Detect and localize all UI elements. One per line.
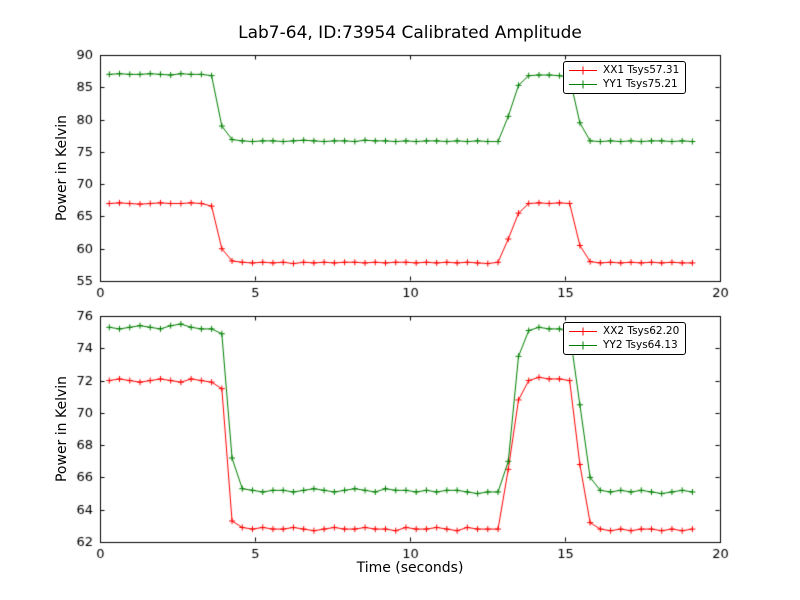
legend-item-yy2: YY2 Tsys64.13 (568, 340, 679, 351)
top-y-axis-label: Power in Kelvin (54, 114, 70, 222)
legend-line-marker-icon (569, 327, 597, 336)
legend-item-xx2: XX2 Tsys62.20 (568, 326, 679, 337)
legend-item-xx1: XX1 Tsys57.31 (568, 65, 679, 76)
legend-line-marker-icon (569, 80, 597, 89)
legend-line-marker-icon (569, 341, 597, 350)
legend-label-xx1: XX1 Tsys57.31 (603, 64, 680, 76)
x-axis-label: Time (seconds) (356, 560, 464, 576)
legend-label-yy2: YY2 Tsys64.13 (603, 339, 678, 351)
legend-bottom: XX2 Tsys62.20 YY2 Tsys64.13 (563, 322, 687, 355)
legend-label-yy1: YY1 Tsys75.21 (603, 78, 678, 90)
legend-top: XX1 Tsys57.31 YY1 Tsys75.21 (563, 61, 687, 94)
chart-title: Lab7-64, ID:73954 Calibrated Amplitude (238, 23, 582, 43)
bottom-y-axis-label: Power in Kelvin (54, 375, 70, 483)
legend-item-yy1: YY1 Tsys75.21 (568, 79, 679, 90)
legend-label-xx2: XX2 Tsys62.20 (603, 325, 680, 337)
legend-line-marker-icon (569, 66, 597, 75)
